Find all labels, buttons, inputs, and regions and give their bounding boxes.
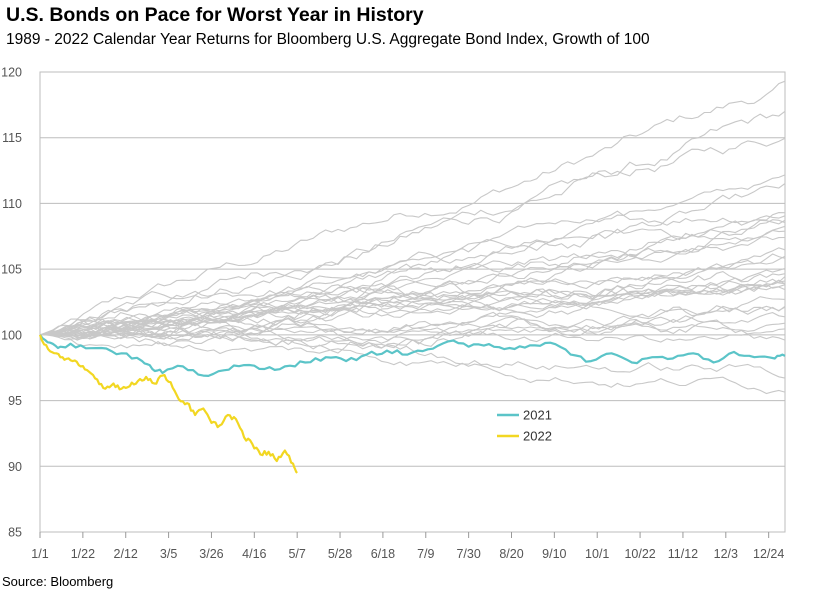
y-tick-label: 120 (1, 66, 22, 80)
y-tick-label: 105 (1, 263, 22, 277)
source-note: Source: Bloomberg (2, 574, 114, 589)
legend-label-2021: 2021 (523, 408, 552, 423)
background-year-line (39, 212, 786, 336)
chart-title: U.S. Bonds on Pace for Worst Year in His… (6, 4, 424, 26)
x-tick-label: 3/26 (199, 547, 223, 561)
background-year-line (39, 321, 786, 340)
background-year-line (39, 331, 786, 395)
series-line-2021 (39, 334, 786, 377)
background-year-line (39, 137, 786, 336)
x-tick-label: 12/24 (753, 547, 784, 561)
background-year-line (39, 302, 786, 336)
x-tick-label: 10/1 (585, 547, 609, 561)
background-year-line (39, 210, 786, 336)
x-tick-label: 9/10 (542, 547, 566, 561)
background-year-line (39, 283, 786, 341)
legend-label-2022: 2022 (523, 429, 552, 444)
x-tick-label: 11/12 (668, 547, 698, 561)
chart-subtitle: 1989 - 2022 Calendar Year Returns for Bl… (6, 31, 650, 48)
y-tick-label: 90 (8, 460, 22, 474)
background-year-line (40, 334, 786, 379)
series-line-2022 (38, 334, 298, 474)
y-tick-label: 110 (2, 197, 22, 211)
y-tick-label: 85 (8, 526, 22, 540)
x-tick-label: 5/7 (288, 547, 305, 561)
background-year-line (39, 276, 786, 339)
background-year-line (39, 233, 786, 336)
y-tick-label: 95 (8, 394, 22, 408)
x-tick-label: 1/22 (71, 547, 95, 561)
x-tick-label: 7/30 (456, 547, 480, 561)
x-tick-label: 7/9 (417, 547, 434, 561)
background-year-line (39, 279, 786, 336)
background-year-line (39, 110, 786, 336)
background-year-line (39, 183, 786, 339)
y-tick-label: 100 (1, 328, 22, 342)
plot-frame (39, 71, 786, 533)
background-year-line (39, 174, 786, 337)
y-tick-label: 115 (2, 131, 22, 145)
background-year-line (39, 253, 786, 336)
x-tick-label: 8/20 (499, 547, 523, 561)
x-tick-label: 1/1 (31, 547, 48, 561)
background-year-line (39, 247, 786, 337)
x-tick-label: 12/3 (714, 547, 738, 561)
background-year-line (39, 323, 786, 343)
background-year-line (39, 80, 786, 336)
background-year-line (39, 225, 786, 337)
x-tick-label: 6/18 (371, 547, 395, 561)
x-tick-label: 2/12 (114, 547, 138, 561)
background-year-line (39, 311, 786, 349)
x-tick-label: 5/28 (328, 547, 352, 561)
background-year-line (39, 296, 786, 341)
x-tick-label: 4/16 (242, 547, 266, 561)
x-tick-label: 10/22 (624, 547, 655, 561)
x-tick-label: 3/5 (160, 547, 177, 561)
